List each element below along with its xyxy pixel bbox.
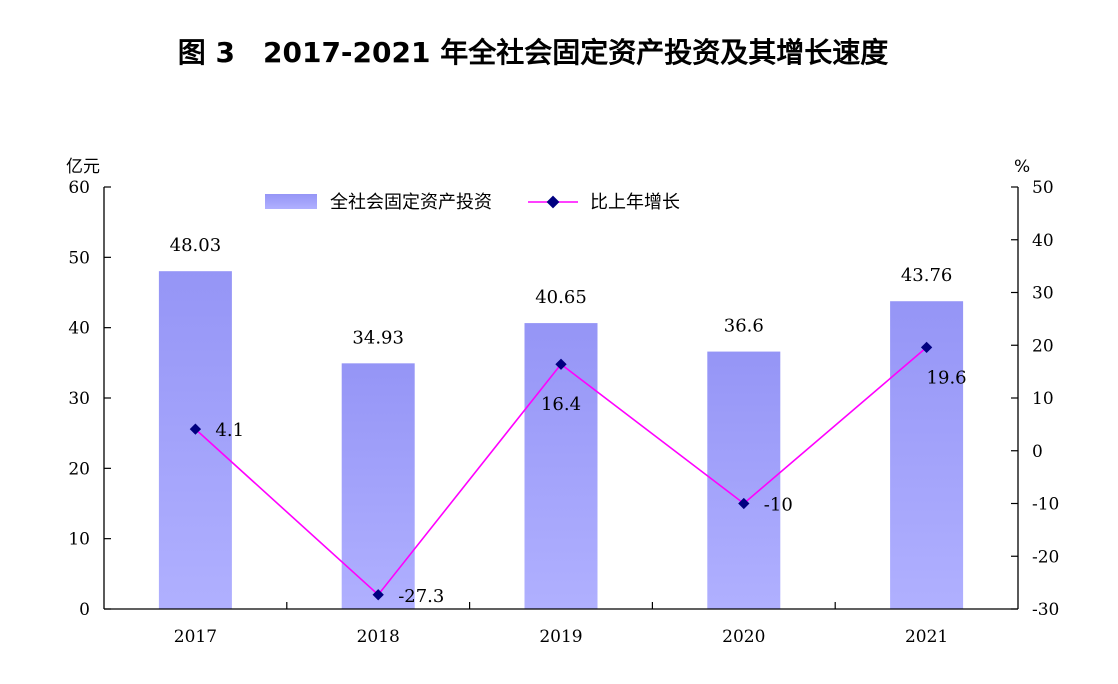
category-label: 2018	[357, 627, 400, 647]
bar-value-label: 34.93	[352, 327, 404, 348]
right-tick-label: 10	[1032, 389, 1054, 409]
line-value-label: 4.1	[215, 420, 244, 441]
right-tick-label: -10	[1032, 495, 1059, 515]
line-point	[372, 589, 384, 601]
category-labels: 2017 2018 2019 2020 2021	[174, 602, 948, 647]
line-data-labels: 4.1 -27.3 16.4 -10 19.6	[215, 367, 966, 606]
legend: 全社会固定资产投资 比上年增长	[265, 192, 680, 213]
right-tick-label: 0	[1032, 442, 1043, 462]
left-tick-label: 50	[68, 248, 90, 268]
line-point	[555, 358, 567, 370]
bar	[707, 351, 781, 609]
legend-line-label: 比上年增长	[590, 192, 680, 213]
legend-line-marker	[546, 195, 560, 209]
right-tick-label: 40	[1032, 231, 1054, 251]
bar	[341, 363, 415, 609]
left-tick-label: 20	[68, 459, 90, 479]
left-tick-label: 0	[79, 600, 90, 620]
bar-value-label: 36.6	[724, 316, 764, 337]
bar	[158, 271, 232, 609]
category-label: 2019	[539, 627, 582, 647]
line-value-label: 16.4	[541, 394, 581, 415]
category-label: 2021	[905, 627, 948, 647]
left-axis-ticks: 0 10 20 30 40 50 60	[68, 178, 111, 620]
line-value-label: -27.3	[398, 586, 444, 607]
legend-bar-label: 全社会固定资产投资	[330, 192, 492, 213]
right-axis-ticks: -30 -20 -10 0 10 20 30 40 50	[1011, 178, 1059, 620]
bar-series	[158, 271, 964, 609]
right-axis-unit: %	[1014, 157, 1030, 177]
bar-value-label: 43.76	[901, 265, 953, 286]
legend-bar-swatch	[265, 194, 317, 209]
right-tick-label: 20	[1032, 336, 1054, 356]
bar-value-label: 40.65	[535, 287, 587, 308]
line-point	[920, 341, 933, 354]
right-tick-label: -20	[1032, 547, 1059, 567]
left-tick-label: 30	[68, 389, 90, 409]
left-tick-label: 10	[68, 530, 90, 550]
category-label: 2020	[722, 627, 765, 647]
right-tick-label: 30	[1032, 284, 1054, 304]
left-axis-unit: 亿元	[66, 157, 100, 177]
line-point	[189, 423, 202, 435]
left-tick-label: 60	[68, 178, 90, 198]
bar	[524, 323, 598, 609]
line-value-label: -10	[764, 495, 793, 516]
category-label: 2017	[174, 627, 217, 647]
left-tick-label: 40	[68, 319, 90, 339]
right-tick-label: 50	[1032, 178, 1054, 198]
line-series	[189, 341, 933, 601]
bar-value-label: 48.03	[170, 235, 222, 256]
line-point	[738, 497, 750, 510]
right-tick-label: -30	[1032, 600, 1059, 620]
chart-title: 图 3 2017-2021 年全社会固定资产投资及其增长速度	[178, 36, 888, 69]
line-value-label: 19.6	[927, 367, 967, 388]
bar-data-labels: 48.03 34.93 40.65 36.6 43.76	[170, 235, 953, 348]
